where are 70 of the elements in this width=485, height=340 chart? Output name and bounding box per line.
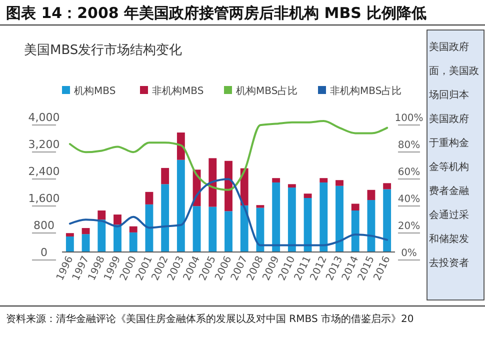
y-tick-label: 3,200	[28, 138, 60, 151]
text: 美国政府	[429, 41, 469, 53]
bar	[367, 200, 376, 252]
y-tick-label: 2,400	[28, 165, 60, 178]
bar	[176, 160, 185, 252]
text: 于重构金	[429, 137, 469, 149]
text: 和储架发	[429, 233, 469, 245]
bar	[208, 158, 217, 207]
legend-label: 非机构MBS	[152, 85, 204, 97]
bar	[320, 178, 328, 182]
legend-label: 机构MBS占比	[236, 85, 298, 97]
bar	[288, 184, 296, 188]
legend-label: 非机构MBS占比	[330, 85, 402, 97]
bar	[224, 211, 232, 252]
bar	[192, 206, 201, 252]
bar	[98, 220, 106, 252]
bar	[272, 182, 280, 252]
bar	[336, 180, 344, 186]
y-tick-label: 800	[34, 219, 54, 232]
bar	[383, 189, 392, 252]
bar	[304, 194, 312, 198]
bar	[176, 132, 185, 160]
bar	[351, 210, 360, 252]
bar	[66, 236, 74, 252]
bar	[240, 205, 248, 252]
bar	[98, 210, 106, 220]
bar	[145, 192, 154, 204]
bar	[367, 190, 376, 200]
text: 美国政府	[429, 113, 469, 125]
y2-tick-label: 40%	[398, 194, 420, 205]
bar	[129, 226, 138, 232]
bar	[351, 204, 360, 210]
bar	[161, 168, 170, 184]
bar	[161, 184, 170, 252]
text: 资料来源：清华金融评论《美国住房金融体系的发展以及对中国 RMBS 市场的借鉴启示》20	[6, 313, 414, 325]
text: 场回归本	[428, 89, 469, 101]
y-tick-label: 1,600	[28, 192, 60, 205]
bar	[208, 206, 217, 252]
x-tick-label: 2016	[372, 254, 393, 282]
text: 费者金融	[429, 185, 469, 197]
bar	[288, 188, 296, 252]
y2-tick-label: 100%	[394, 113, 424, 124]
y-tick-label: 4,000	[28, 111, 60, 124]
bar	[114, 224, 122, 252]
bar	[336, 186, 344, 252]
bar	[383, 183, 392, 190]
bar	[66, 233, 74, 236]
bar	[129, 232, 138, 252]
text: 金等机构	[429, 161, 469, 173]
line-series	[68, 178, 388, 246]
bar	[304, 198, 312, 252]
bar	[82, 234, 90, 252]
text: 面，美国政	[429, 65, 479, 77]
chart-title: 图表 14：2008 年美国政府接管两房后非机构 MBS 比例降低	[6, 4, 427, 22]
bar	[256, 205, 264, 208]
bar	[320, 182, 328, 252]
y2-tick-label: 20%	[398, 221, 420, 232]
chart-subtitle: 美国MBS发行市场结构变化	[24, 42, 182, 58]
y2-tick-label: 60%	[398, 167, 420, 178]
bar	[82, 228, 90, 234]
bar	[272, 178, 280, 182]
legend-label: 机构MBS	[74, 85, 116, 97]
y2-tick-label: 80%	[398, 140, 420, 151]
bar	[224, 160, 232, 212]
y-tick-label: 0	[40, 246, 48, 259]
line-series	[68, 120, 388, 191]
bar	[114, 214, 122, 225]
y2-tick-label: 0%	[401, 248, 417, 259]
text: 去投资者	[429, 257, 469, 269]
text: 会通过采	[429, 209, 469, 221]
